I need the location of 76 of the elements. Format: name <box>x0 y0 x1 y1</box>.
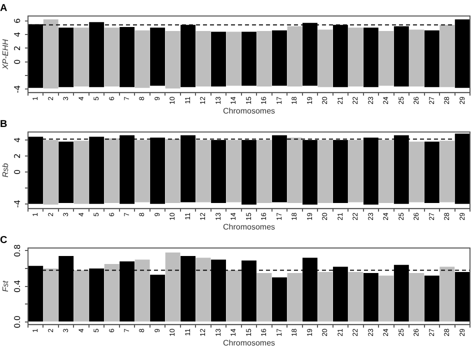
bar <box>424 30 440 88</box>
bar <box>440 266 455 322</box>
bar <box>272 30 287 86</box>
bar <box>150 28 166 86</box>
bar <box>134 140 150 202</box>
bar <box>424 276 440 322</box>
bar <box>104 28 120 86</box>
bar <box>226 32 242 86</box>
bar <box>226 140 242 202</box>
bar <box>424 142 440 204</box>
bar <box>74 140 89 204</box>
bar <box>256 31 272 86</box>
bar <box>378 140 394 204</box>
bar <box>134 260 150 322</box>
bar <box>58 28 74 88</box>
bar <box>348 272 364 322</box>
chart-title: A <box>0 2 8 14</box>
bar <box>256 140 272 204</box>
bar <box>43 140 58 205</box>
y-tick-label: 6 <box>13 18 22 24</box>
bar <box>363 272 378 322</box>
bar <box>226 270 242 322</box>
bar <box>348 28 364 86</box>
bar <box>211 32 226 86</box>
bar <box>409 142 424 202</box>
bar <box>196 258 211 322</box>
bar <box>242 32 256 86</box>
y-tick-label: 0 <box>13 59 22 64</box>
bar <box>409 30 424 86</box>
y-tick-label: -4 <box>13 200 22 208</box>
bar <box>440 24 455 88</box>
x-axis-title: Chromosomes <box>222 222 276 232</box>
bar <box>165 31 180 89</box>
bar <box>196 31 211 86</box>
bar <box>409 272 424 322</box>
bar <box>104 264 120 322</box>
x-axis-title: Chromosomes <box>222 106 276 116</box>
y-tick-label: 4 <box>13 137 22 143</box>
bar <box>318 140 333 204</box>
bar <box>363 28 378 88</box>
bar <box>287 26 302 86</box>
bar <box>196 140 211 202</box>
bar <box>58 142 74 204</box>
bar <box>43 268 58 322</box>
bar <box>74 270 89 322</box>
bar <box>378 276 394 322</box>
y-axis-title: Rsb <box>1 162 10 178</box>
bar <box>348 140 364 202</box>
y-tick-label: 2 <box>13 46 22 51</box>
bar <box>150 274 166 322</box>
y-tick-label: 4 <box>13 32 22 38</box>
x-axis-title: Chromosomes <box>222 338 276 348</box>
bar <box>318 30 333 88</box>
y-tick-label: 2 <box>13 153 22 158</box>
bar <box>104 138 120 204</box>
chart-title: C <box>0 234 8 246</box>
y-tick-label: 0 <box>13 169 22 174</box>
bar <box>256 272 272 322</box>
bar <box>378 31 394 86</box>
bar <box>134 30 150 88</box>
y-tick-label: 0.0 <box>13 316 22 328</box>
bar <box>287 138 302 204</box>
bar <box>440 140 455 202</box>
bar <box>43 19 58 89</box>
bar <box>272 277 287 322</box>
y-tick-label: 0.8 <box>13 244 22 258</box>
bar <box>318 272 333 322</box>
chart-title: B <box>0 118 8 130</box>
bar <box>287 272 302 322</box>
y-tick-label: 0.4 <box>13 280 22 293</box>
bar <box>74 28 89 86</box>
bar <box>165 139 180 204</box>
y-axis-title: XP-EHH <box>1 38 10 70</box>
y-axis-title: Fst <box>1 280 10 292</box>
bar <box>165 252 180 322</box>
y-tick-label: -4 <box>13 85 22 94</box>
